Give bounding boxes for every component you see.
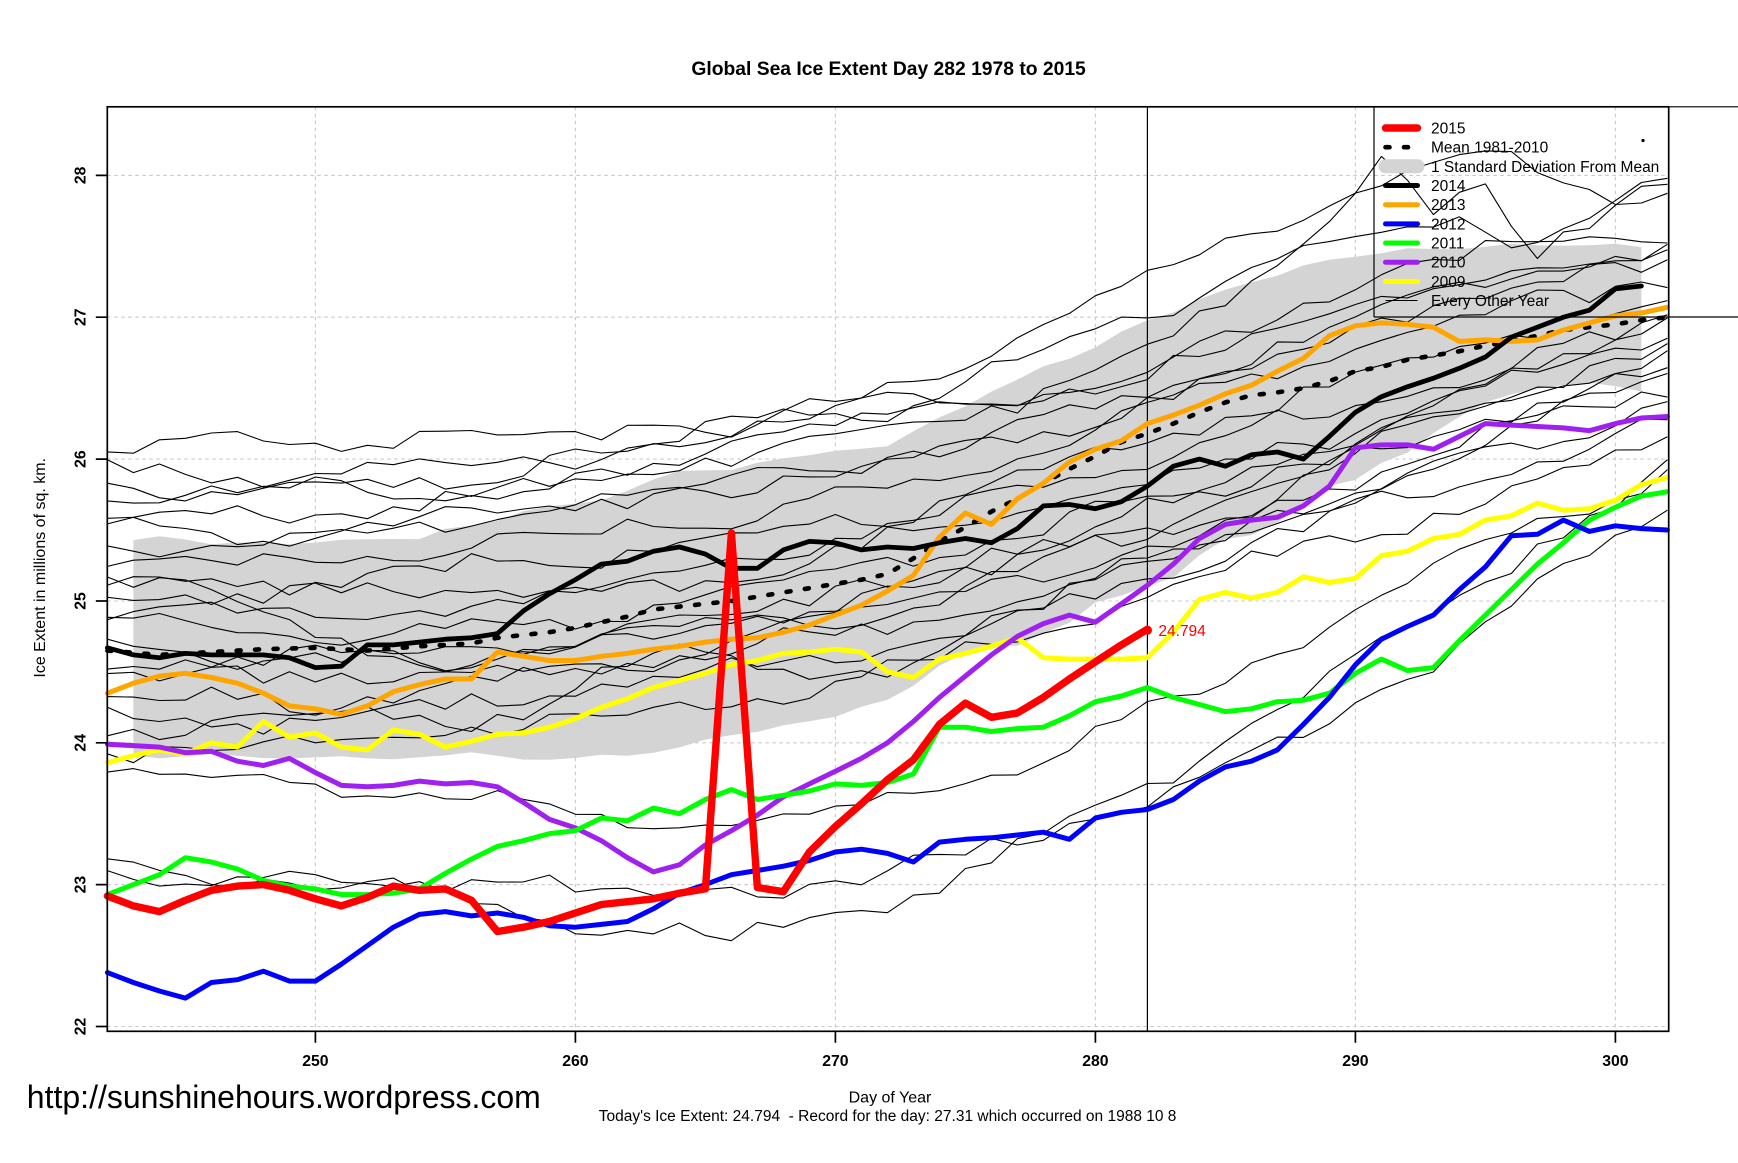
- svg-text:2009: 2009: [1431, 274, 1465, 291]
- svg-text:Every Other Year: Every Other Year: [1431, 293, 1549, 310]
- svg-text:Today's Ice Extent: 24.794 -: Today's Ice Extent: 24.794 - Record for …: [599, 1108, 1177, 1125]
- svg-text:2011: 2011: [1431, 236, 1464, 253]
- svg-text:2014: 2014: [1431, 178, 1466, 195]
- svg-text:250: 250: [302, 1053, 329, 1070]
- svg-text:1 Standard Deviation From Mean: 1 Standard Deviation From Mean: [1431, 159, 1659, 176]
- svg-text:270: 270: [822, 1053, 849, 1070]
- svg-text:2015: 2015: [1431, 121, 1465, 138]
- svg-text:26: 26: [73, 450, 90, 468]
- svg-text:300: 300: [1602, 1053, 1629, 1070]
- svg-text:2012: 2012: [1431, 216, 1465, 233]
- svg-text:http://sunshinehours.wordpress: http://sunshinehours.wordpress.com: [27, 1079, 541, 1115]
- svg-text:2013: 2013: [1431, 197, 1465, 214]
- svg-text:Ice Extent in millions of sq.: Ice Extent in millions of sq. km.: [32, 458, 49, 678]
- svg-text:27: 27: [73, 308, 90, 326]
- svg-text:28: 28: [73, 166, 90, 184]
- svg-text:23: 23: [73, 876, 90, 894]
- svg-text:280: 280: [1082, 1053, 1109, 1070]
- svg-text:290: 290: [1342, 1053, 1369, 1070]
- svg-text:24.794: 24.794: [1158, 623, 1206, 640]
- svg-text:260: 260: [562, 1053, 589, 1070]
- svg-text:2010: 2010: [1431, 255, 1466, 272]
- svg-text:24: 24: [73, 734, 90, 752]
- svg-text:Day of Year: Day of Year: [849, 1089, 932, 1106]
- svg-text:25: 25: [73, 592, 90, 610]
- svg-text:Global Sea Ice Extent Day 282: Global Sea Ice Extent Day 282 1978 to 20…: [691, 59, 1086, 80]
- svg-text:22: 22: [73, 1018, 90, 1036]
- svg-text:Mean 1981-2010: Mean 1981-2010: [1431, 140, 1549, 157]
